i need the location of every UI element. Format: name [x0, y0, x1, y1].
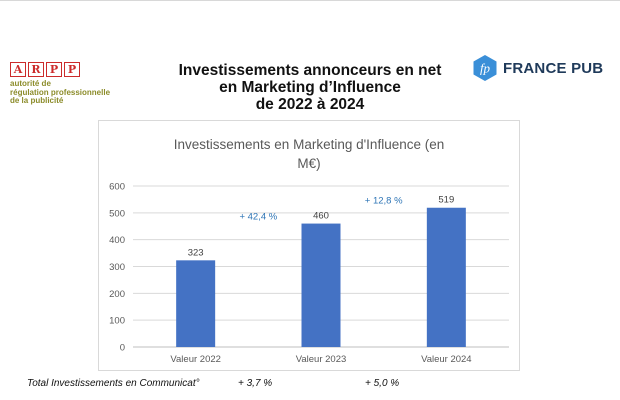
footer-growth-2023: + 3,7 % — [238, 378, 273, 389]
arpp-letter: P — [64, 62, 80, 77]
france-pub-logo: fp FRANCE PUB — [471, 54, 603, 82]
y-axis-ticks: 0 100 200 300 400 500 600 — [109, 182, 125, 354]
growth-annotations: + 42,4 % + 12,8 % — [239, 196, 403, 223]
footer-growth-2024: + 5,0 % — [365, 378, 400, 389]
arpp-tagline: autorité de régulation professionnelle d… — [10, 79, 111, 106]
page-title-line: Investissements annonceurs en net — [178, 62, 442, 79]
bars — [176, 207, 466, 347]
x-tick-label: Valeur 2022 — [170, 354, 221, 365]
top-divider — [0, 0, 620, 1]
arpp-letters: A R P P — [10, 62, 110, 77]
france-pub-name: FRANCE PUB — [503, 59, 604, 77]
y-tick-label: 600 — [109, 182, 125, 193]
page-title: Investissements annonceurs en net en Mar… — [160, 62, 460, 113]
chart-frame: Investissements en Marketing d'Influence… — [98, 120, 520, 371]
y-tick-label: 0 — [120, 343, 125, 354]
arpp-tagline-line: autorité de — [10, 79, 51, 88]
x-tick-label: Valeur 2023 — [296, 354, 347, 365]
footer-label: Total Investissements en Communicat° — [27, 378, 200, 389]
y-tick-label: 200 — [109, 289, 125, 300]
x-axis-ticks: Valeur 2022 Valeur 2023 Valeur 2024 — [170, 354, 471, 365]
arpp-letter: R — [28, 62, 44, 77]
y-tick-label: 500 — [109, 208, 125, 219]
arpp-tagline-line: régulation professionnelle — [10, 87, 111, 97]
arpp-letter: A — [10, 62, 26, 77]
chart-title-line: M€) — [297, 156, 320, 171]
growth-annotation: + 42,4 % — [239, 212, 277, 223]
page-title-line: de 2022 à 2024 — [255, 96, 365, 113]
y-tick-label: 300 — [109, 262, 125, 273]
bar-valeur-2023 — [301, 223, 341, 347]
page-title-line: en Marketing d’Influence — [219, 79, 401, 96]
arpp-logo: A R P P autorité de régulation professio… — [10, 62, 110, 106]
bar-valeur-2024 — [426, 207, 466, 347]
data-labels: 323 460 519 — [188, 195, 455, 259]
arpp-tagline-line: de la publicité — [10, 96, 64, 105]
bar-chart: Investissements en Marketing d'Influence… — [109, 137, 509, 365]
arpp-letter: P — [46, 62, 62, 77]
y-tick-label: 100 — [109, 316, 125, 327]
chart-title-line: Investissements en Marketing d'Influence… — [174, 137, 444, 152]
growth-annotation: + 12,8 % — [365, 196, 403, 207]
y-tick-label: 400 — [109, 235, 125, 246]
data-label: 323 — [188, 247, 204, 258]
data-label: 460 — [313, 211, 329, 222]
bar-valeur-2022 — [176, 260, 216, 347]
data-label: 519 — [438, 195, 454, 206]
fp-badge-text: fp — [480, 61, 491, 76]
x-tick-label: Valeur 2024 — [421, 354, 472, 365]
fp-hexagon-icon: fp — [473, 55, 497, 81]
